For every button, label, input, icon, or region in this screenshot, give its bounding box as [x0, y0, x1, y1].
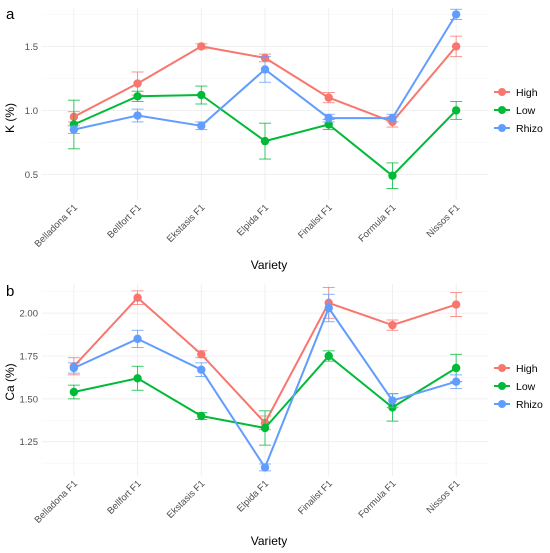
- panel-b-x-tick-label: Ekstasis F1: [165, 478, 208, 521]
- panel-a-x-axis: Belladona F1 Bellfort F1 Ekstasis F1 Elpida…: [33, 202, 463, 249]
- panel-a-legend-item-low: Low: [494, 105, 536, 117]
- panel-a-series: [67, 8, 463, 189]
- panel-b-legend-label: Low: [516, 381, 536, 393]
- panel-a-letter: a: [6, 6, 15, 23]
- panel-b-legend-key-point: [498, 382, 506, 390]
- panel-b-data-point: [324, 303, 333, 313]
- panel-a-data-point: [69, 125, 79, 134]
- panel-b-legend-key-point: [498, 364, 506, 372]
- panel-b-data-point: [324, 351, 333, 361]
- panel-a-x-tick-label: Elpida F1: [235, 202, 271, 238]
- panel-b-data-point: [451, 363, 461, 373]
- panel-a-y-axis: 0.5 1.0 1.5: [25, 42, 38, 181]
- panel-a-data-point: [133, 79, 142, 88]
- panel-a-x-tick-label: Bellfort F1: [105, 202, 143, 240]
- panel-b-data-point: [388, 320, 397, 330]
- panel-a-legend-label: Rhizo: [516, 123, 543, 135]
- panel-a-y-tick-label: 1.5: [25, 42, 38, 53]
- panel-a-y-axis-title: K (%): [3, 103, 17, 133]
- panel-a-legend-item-rhizo: Rhizo: [494, 123, 543, 135]
- panel-a-series-rhizo: [67, 8, 463, 134]
- panel-b-x-tick-label: Finalist F1: [296, 478, 335, 517]
- panel-b-data-point: [133, 293, 142, 302]
- panel-b-legend-label: High: [516, 363, 538, 375]
- panel-a-data-point: [451, 10, 461, 19]
- panel-b-data-point: [69, 363, 79, 373]
- panel-b-x-tick-label: Nissos F1: [425, 478, 463, 516]
- panel-b-data-point: [388, 396, 397, 405]
- panel-b-x-tick-label: Belladona F1: [33, 478, 80, 525]
- panel-b-legend: High Low Rhizo: [494, 363, 543, 411]
- panel-b-y-tick-label: 2.00: [20, 309, 39, 320]
- panel-b-data-point: [260, 423, 270, 433]
- panel-a-legend-key-point: [498, 124, 506, 132]
- panel-b-data-point: [260, 463, 270, 472]
- panel-a-y-tick-label: 1.0: [25, 106, 38, 117]
- panel-a-data-point: [451, 42, 461, 51]
- panel-b-legend-label: Rhizo: [516, 399, 543, 411]
- panel-a-data-point: [260, 65, 270, 74]
- panel-b-data-point: [133, 334, 142, 344]
- panel-b-data-point: [451, 377, 461, 386]
- panel-b-data-point: [451, 300, 461, 309]
- panel-b-y-tick-label: 1.25: [20, 437, 39, 448]
- panel-b-data-point: [197, 365, 206, 374]
- panel-a-legend-key-point: [498, 106, 506, 114]
- panel-a-legend: High Low Rhizo: [494, 87, 543, 135]
- panel-b-legend-item-high: High: [494, 363, 538, 375]
- panel-a-legend-key-point: [498, 88, 506, 96]
- panel-a-data-point: [388, 171, 397, 180]
- panel-a-legend-item-high: High: [494, 87, 538, 99]
- panel-b: b 1.25 1.50 1.75 2.00 Belladona F1 Bellfort …: [3, 283, 543, 548]
- panel-a-x-tick-label: Formula F1: [356, 202, 398, 244]
- panel-a-data-point: [197, 42, 206, 51]
- panel-a-data-point: [133, 92, 142, 101]
- panel-a-data-point: [260, 136, 270, 146]
- panel-a: a 0.5 1.0 1.5 Belladona F1 Bellfort F1 Eksta…: [3, 6, 543, 272]
- panel-b-x-tick-label: Bellfort F1: [105, 478, 143, 516]
- panel-a-x-tick-label: Finalist F1: [296, 202, 335, 241]
- panel-b-y-tick-label: 1.50: [20, 394, 39, 405]
- panel-b-data-point: [197, 411, 206, 421]
- panel-a-x-axis-title: Variety: [251, 258, 287, 272]
- panel-a-legend-label: Low: [516, 105, 536, 117]
- panel-b-series-rhizo: [67, 293, 463, 472]
- panel-b-y-axis-title: Ca (%): [3, 363, 17, 400]
- panel-a-data-point: [324, 113, 333, 123]
- panel-a-data-point: [324, 120, 333, 129]
- panel-a-x-tick-label: Ekstasis F1: [165, 202, 208, 245]
- panel-a-x-tick-label: Belladona F1: [33, 202, 80, 249]
- panel-a-data-point: [133, 111, 142, 120]
- panel-b-y-axis: 1.25 1.50 1.75 2.00: [20, 309, 39, 449]
- panel-a-x-tick-label: Nissos F1: [425, 202, 463, 240]
- panel-a-data-point: [451, 106, 461, 115]
- panel-b-grid: [42, 284, 488, 476]
- panel-a-legend-label: High: [516, 87, 538, 99]
- panel-a-data-point: [324, 93, 333, 102]
- panel-b-x-axis-title: Variety: [251, 534, 287, 548]
- panel-b-data-point: [197, 350, 206, 359]
- panel-b-legend-item-low: Low: [494, 381, 536, 393]
- panel-b-x-tick-label: Formula F1: [356, 478, 398, 520]
- panel-b-x-tick-label: Elpida F1: [235, 478, 271, 514]
- panel-b-series: [67, 286, 463, 472]
- panel-b-legend-item-rhizo: Rhizo: [494, 399, 543, 411]
- panel-b-x-axis: Belladona F1 Bellfort F1 Ekstasis F1 Elpida…: [33, 478, 463, 525]
- panel-a-grid: [42, 8, 488, 200]
- panel-b-data-point: [69, 387, 79, 397]
- panel-b-data-point: [133, 374, 142, 383]
- panel-a-data-point: [197, 121, 206, 130]
- panel-b-legend-key-point: [498, 400, 506, 408]
- panel-b-letter: b: [6, 283, 14, 300]
- panel-a-data-point: [197, 90, 206, 100]
- panel-a-y-tick-label: 0.5: [25, 170, 38, 181]
- panel-a-data-point: [388, 113, 397, 123]
- panel-b-y-tick-label: 1.75: [20, 352, 39, 363]
